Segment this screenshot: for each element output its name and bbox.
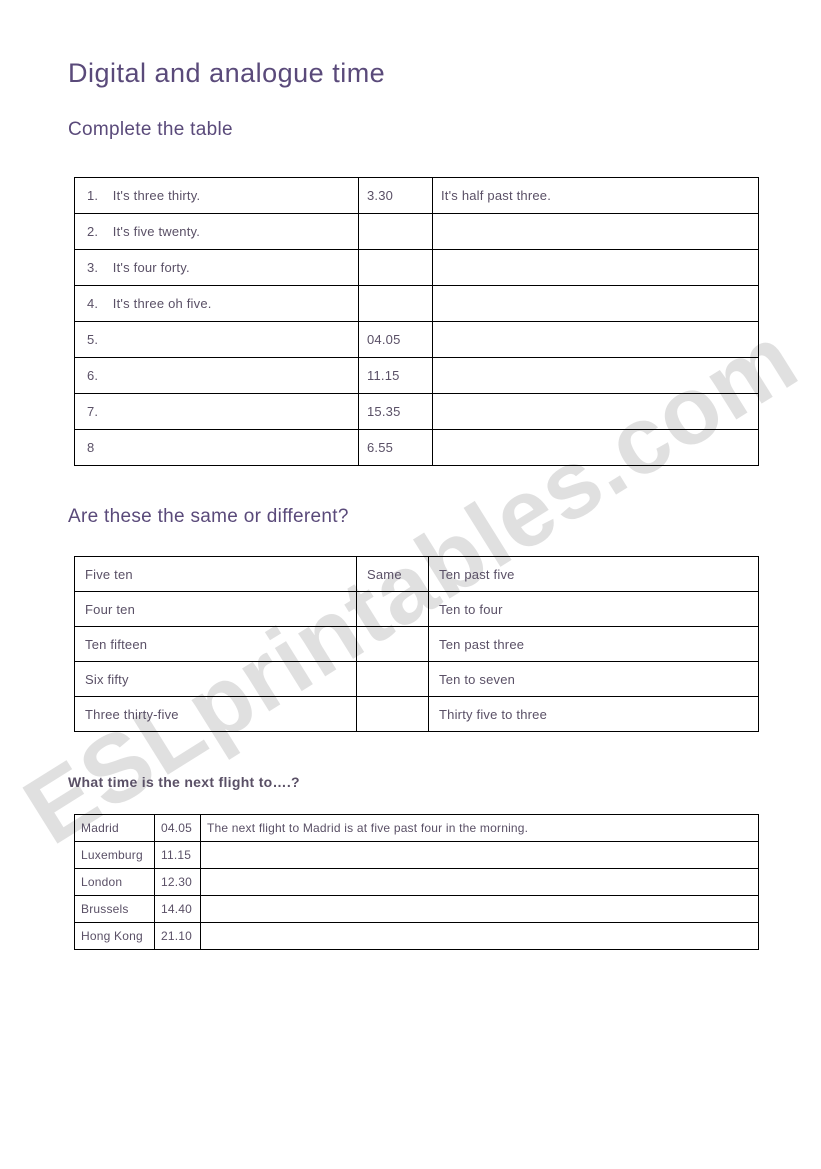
table-row: 6. 11.15 [75, 358, 759, 394]
right-time-cell: Ten to four [429, 592, 759, 627]
row-number: 3. [87, 260, 109, 275]
city-cell: London [75, 869, 155, 896]
analogue-cell [433, 394, 759, 430]
right-time-cell: Thirty five to three [429, 697, 759, 732]
flight-sentence-cell: The next flight to Madrid is at five pas… [201, 815, 759, 842]
table-row: 3. It's four forty. [75, 250, 759, 286]
same-diff-cell [357, 697, 429, 732]
digital-time-cell: 11.15 [359, 358, 433, 394]
table-row: Brussels14.40 [75, 896, 759, 923]
row-number: 4. [87, 296, 109, 311]
analogue-cell [433, 250, 759, 286]
table-row: London12.30 [75, 869, 759, 896]
analogue-cell: It's half past three. [433, 178, 759, 214]
table-row: Luxemburg11.15 [75, 842, 759, 869]
city-cell: Madrid [75, 815, 155, 842]
section1-heading: Complete the table [68, 119, 753, 141]
digital-time-cell [359, 286, 433, 322]
flight-sentence-cell [201, 923, 759, 950]
left-time-cell: Ten fifteen [75, 627, 357, 662]
row-number: 2. [87, 224, 109, 239]
page-title: Digital and analogue time [68, 58, 753, 89]
table-row: Hong Kong21.10 [75, 923, 759, 950]
row-number: 1. [87, 188, 109, 203]
digital-time-cell [359, 214, 433, 250]
row-number: 8 [87, 440, 109, 455]
city-cell: Luxemburg [75, 842, 155, 869]
table-row: Three thirty-five Thirty five to three [75, 697, 759, 732]
left-time-cell: Three thirty-five [75, 697, 357, 732]
row-number: 6. [87, 368, 109, 383]
right-time-cell: Ten past five [429, 557, 759, 592]
table-row: 1. It's three thirty.3.30It's half past … [75, 178, 759, 214]
analogue-cell [433, 430, 759, 466]
table-row: 5. 04.05 [75, 322, 759, 358]
digital-time-cell: 3.30 [359, 178, 433, 214]
left-time-cell: Four ten [75, 592, 357, 627]
flight-sentence-cell [201, 869, 759, 896]
city-cell: Brussels [75, 896, 155, 923]
digital-words-cell: 1. It's three thirty. [75, 178, 359, 214]
row-text: It's five twenty. [109, 224, 200, 239]
flights-table: Madrid04.05The next flight to Madrid is … [74, 814, 759, 950]
left-time-cell: Five ten [75, 557, 357, 592]
worksheet-page: Digital and analogue time Complete the t… [0, 0, 821, 990]
digital-words-cell: 3. It's four forty. [75, 250, 359, 286]
flight-time-cell: 04.05 [155, 815, 201, 842]
digital-words-cell: 8 [75, 430, 359, 466]
analogue-cell [433, 358, 759, 394]
row-number: 7. [87, 404, 109, 419]
table-row: Madrid04.05The next flight to Madrid is … [75, 815, 759, 842]
row-number: 5. [87, 332, 109, 347]
table-row: Five tenSameTen past five [75, 557, 759, 592]
table-row: 4. It's three oh five. [75, 286, 759, 322]
digital-words-cell: 2. It's five twenty. [75, 214, 359, 250]
complete-table: 1. It's three thirty.3.30It's half past … [74, 177, 759, 466]
flight-time-cell: 11.15 [155, 842, 201, 869]
digital-time-cell: 04.05 [359, 322, 433, 358]
city-cell: Hong Kong [75, 923, 155, 950]
analogue-cell [433, 286, 759, 322]
digital-time-cell: 15.35 [359, 394, 433, 430]
row-text: It's four forty. [109, 260, 190, 275]
digital-time-cell: 6.55 [359, 430, 433, 466]
same-diff-cell [357, 662, 429, 697]
section3-heading: What time is the next flight to….? [68, 774, 753, 790]
digital-words-cell: 4. It's three oh five. [75, 286, 359, 322]
table-row: Four ten Ten to four [75, 592, 759, 627]
table-row: Six fifty Ten to seven [75, 662, 759, 697]
table-row: Ten fifteen Ten past three [75, 627, 759, 662]
section2-heading: Are these the same or different? [68, 506, 753, 528]
digital-time-cell [359, 250, 433, 286]
same-diff-cell [357, 592, 429, 627]
same-diff-cell [357, 627, 429, 662]
row-text: It's three thirty. [109, 188, 200, 203]
same-diff-cell: Same [357, 557, 429, 592]
table-row: 8 6.55 [75, 430, 759, 466]
digital-words-cell: 7. [75, 394, 359, 430]
digital-words-cell: 5. [75, 322, 359, 358]
right-time-cell: Ten past three [429, 627, 759, 662]
flight-sentence-cell [201, 842, 759, 869]
digital-words-cell: 6. [75, 358, 359, 394]
table-row: 2. It's five twenty. [75, 214, 759, 250]
analogue-cell [433, 322, 759, 358]
analogue-cell [433, 214, 759, 250]
table-row: 7. 15.35 [75, 394, 759, 430]
row-text: It's three oh five. [109, 296, 212, 311]
flight-sentence-cell [201, 896, 759, 923]
right-time-cell: Ten to seven [429, 662, 759, 697]
same-different-table: Five tenSameTen past fiveFour tenTen to … [74, 556, 759, 732]
left-time-cell: Six fifty [75, 662, 357, 697]
flight-time-cell: 21.10 [155, 923, 201, 950]
flight-time-cell: 12.30 [155, 869, 201, 896]
flight-time-cell: 14.40 [155, 896, 201, 923]
